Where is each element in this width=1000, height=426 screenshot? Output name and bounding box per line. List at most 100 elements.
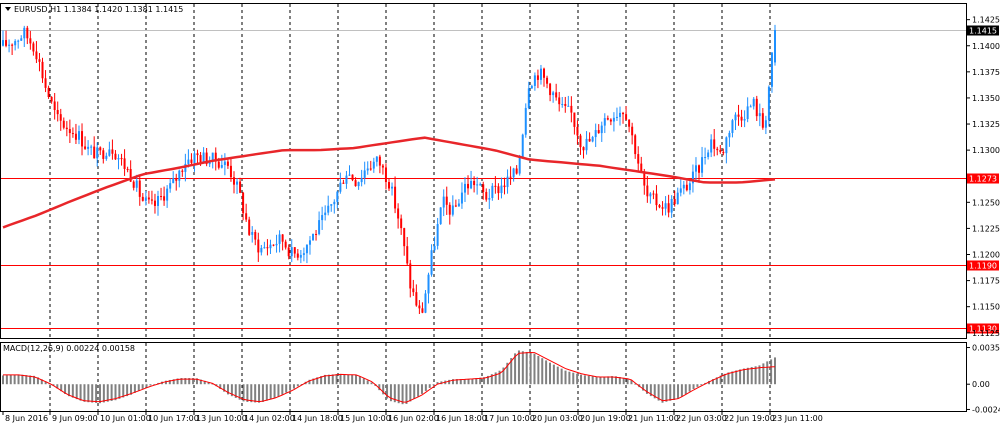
main-header-text: EURUSD,H1 1.1384 1.1420 1.1381 1.1415 bbox=[14, 5, 183, 14]
candle-body bbox=[299, 254, 302, 258]
price-tick-label: 1.1350 bbox=[972, 94, 1000, 103]
candle-body bbox=[643, 171, 646, 186]
macd-histogram-bar bbox=[533, 353, 536, 385]
candle-body bbox=[223, 161, 226, 166]
macd-histogram-bar bbox=[203, 380, 206, 385]
macd-histogram-bar bbox=[754, 366, 757, 385]
macd-histogram-bar bbox=[525, 351, 528, 385]
candle-body bbox=[239, 181, 242, 193]
macd-histogram-bar bbox=[645, 384, 648, 394]
macd-histogram-bar bbox=[572, 372, 575, 385]
macd-histogram-bar bbox=[95, 384, 98, 403]
macd-histogram-bar bbox=[545, 360, 548, 385]
candle-body bbox=[32, 43, 35, 52]
macd-histogram-bar bbox=[223, 384, 226, 392]
macd-histogram-bar bbox=[258, 384, 261, 403]
macd-histogram-bar bbox=[277, 384, 280, 397]
macd-histogram-bar bbox=[17, 374, 20, 385]
macd-signal-line bbox=[3, 351, 776, 403]
candle-body bbox=[275, 243, 278, 246]
macd-axis[interactable]: 0.00356 0.00 -0.00245 bbox=[966, 344, 1000, 415]
time-tick-label: 13 Jun 10:00 bbox=[196, 414, 247, 423]
candle-body bbox=[409, 263, 412, 289]
candle-body bbox=[725, 137, 728, 154]
macd-histogram-bar bbox=[595, 376, 598, 385]
candle-body bbox=[661, 207, 664, 209]
price-tick-label: 1.1225 bbox=[972, 224, 1000, 233]
candle-body bbox=[144, 197, 147, 201]
candle-body bbox=[767, 86, 770, 121]
macd-histogram-bar bbox=[207, 382, 210, 385]
macd-histogram-bar bbox=[126, 384, 129, 397]
candle-body bbox=[321, 215, 324, 221]
candle-body bbox=[764, 120, 767, 128]
candle-body bbox=[138, 180, 141, 197]
macd-histogram-bar bbox=[102, 384, 105, 403]
candle-body bbox=[388, 182, 390, 189]
candle-body bbox=[606, 118, 609, 120]
macd-histogram-bar bbox=[281, 384, 284, 395]
time-tick-label: 17 Jun 10:00 bbox=[484, 414, 535, 423]
macd-histogram-bar bbox=[227, 384, 230, 395]
candle-body bbox=[296, 253, 299, 258]
candle-body bbox=[229, 165, 232, 178]
candle-body bbox=[169, 183, 172, 189]
macd-histogram-bar bbox=[188, 378, 191, 385]
candle-body bbox=[96, 147, 99, 159]
macd-histogram-bar bbox=[168, 379, 171, 385]
macd-histogram-bar bbox=[455, 379, 458, 385]
candle-body bbox=[546, 77, 549, 84]
time-tick-label: 22 Jun 19:00 bbox=[724, 414, 775, 423]
macd-histogram-bar bbox=[673, 384, 676, 400]
macd-histogram-bar bbox=[219, 384, 222, 389]
candle-body bbox=[141, 196, 144, 201]
candle-body bbox=[445, 196, 448, 205]
candle-body bbox=[463, 183, 466, 193]
macd-histogram-bar bbox=[498, 370, 501, 385]
macd-histogram-bar bbox=[118, 384, 121, 399]
candle-body bbox=[439, 207, 442, 225]
candle-body bbox=[688, 183, 691, 191]
candle-body bbox=[713, 139, 716, 149]
price-axis[interactable]: 1.1425 1.1400 1.1375 1.1350 1.1325 1.1300 1.12… bbox=[966, 16, 1000, 338]
candle-body bbox=[430, 250, 433, 275]
candle-body bbox=[655, 193, 658, 206]
candles bbox=[2, 24, 776, 314]
current-price-box bbox=[967, 25, 999, 36]
candle-body bbox=[625, 114, 628, 120]
candle-body bbox=[755, 98, 758, 117]
candle-body bbox=[664, 203, 667, 209]
candle-body bbox=[570, 105, 573, 113]
macd-histogram-bar bbox=[696, 384, 699, 387]
macd-histogram-bar bbox=[692, 384, 695, 390]
candle-body bbox=[631, 126, 634, 136]
candle-body bbox=[14, 41, 17, 46]
macd-histogram-bar bbox=[176, 378, 179, 385]
level-label-box bbox=[967, 173, 999, 184]
horizontal-levels[interactable]: 1.1273 1.1190 1.1130 1.1415 bbox=[1, 25, 999, 334]
macd-histogram-bar bbox=[114, 384, 117, 401]
macd-histogram-bar bbox=[343, 374, 346, 385]
candle-body bbox=[336, 191, 339, 202]
candle-body bbox=[354, 180, 357, 187]
candle-body bbox=[50, 97, 53, 102]
main-header[interactable]: EURUSD,H1 1.1384 1.1420 1.1381 1.1415 bbox=[5, 5, 183, 14]
candle-body bbox=[403, 228, 406, 247]
macd-histogram-bar bbox=[735, 370, 738, 385]
candle-body bbox=[68, 129, 71, 134]
macd-histogram-bar bbox=[758, 365, 761, 385]
dropdown-triangle-icon[interactable] bbox=[5, 7, 11, 11]
candle-body bbox=[102, 150, 105, 159]
macd-histogram-bar bbox=[517, 350, 520, 385]
macd-histogram-bar bbox=[486, 375, 489, 385]
candle-body bbox=[618, 112, 621, 117]
candle-body bbox=[236, 181, 239, 185]
macd-histogram-bar bbox=[514, 353, 517, 385]
candle-body bbox=[521, 134, 524, 158]
candle-body bbox=[728, 132, 731, 138]
candle-body bbox=[160, 196, 163, 198]
macd-histogram-bar bbox=[98, 384, 101, 404]
candle-body bbox=[609, 119, 612, 122]
